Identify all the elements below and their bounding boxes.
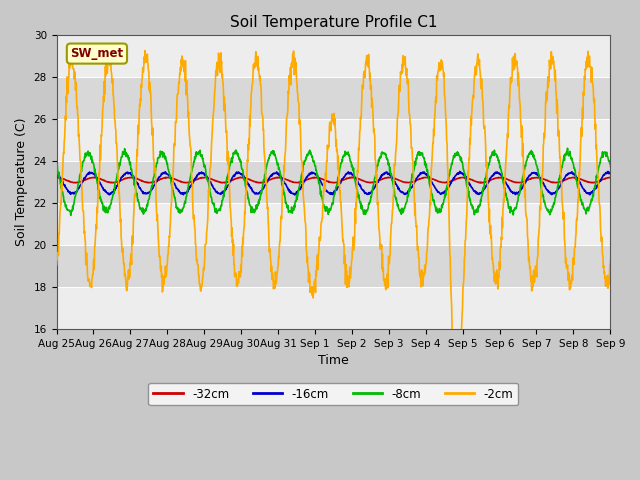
Title: Soil Temperature Profile C1: Soil Temperature Profile C1 bbox=[230, 15, 437, 30]
Legend: -32cm, -16cm, -8cm, -2cm: -32cm, -16cm, -8cm, -2cm bbox=[148, 383, 518, 405]
X-axis label: Time: Time bbox=[318, 354, 349, 367]
Bar bbox=[56, 287, 611, 329]
Bar bbox=[56, 36, 611, 77]
Bar bbox=[56, 119, 611, 161]
Y-axis label: Soil Temperature (C): Soil Temperature (C) bbox=[15, 118, 28, 246]
Bar bbox=[56, 203, 611, 245]
Text: SW_met: SW_met bbox=[70, 47, 124, 60]
